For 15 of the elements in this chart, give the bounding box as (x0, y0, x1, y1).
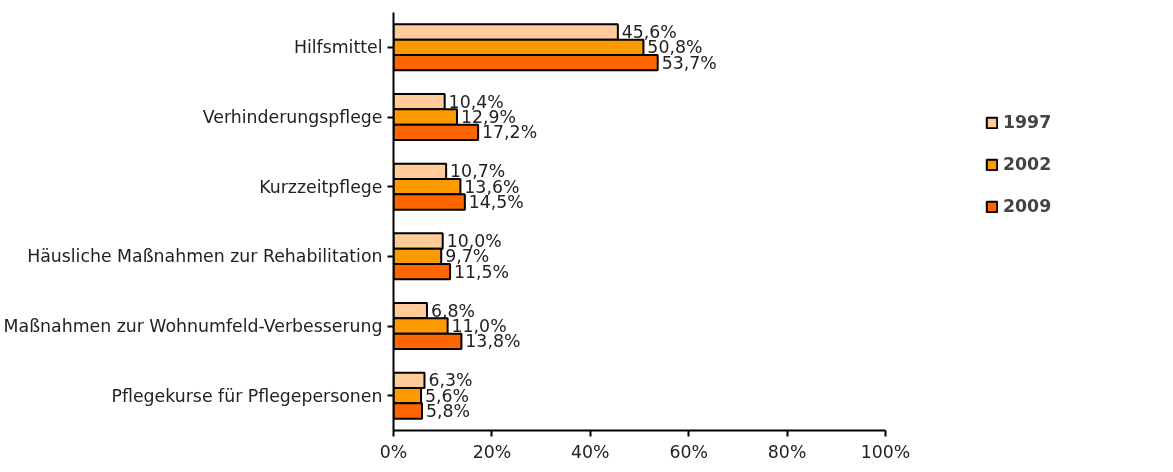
x-tick-label: 60% (669, 441, 708, 462)
y-tick-label: Kurzzeitpflege (259, 176, 383, 197)
legend-label: 2009 (1003, 196, 1052, 216)
y-tick-label: Pflegekurse für Pflegepersonen (111, 385, 383, 406)
y-tick-label: Hilfsmittel (293, 37, 383, 58)
x-tick-label: 100% (860, 441, 911, 462)
x-tick-label: 80% (767, 441, 807, 462)
x-tick-label: 0% (379, 441, 408, 462)
legend-label: 2002 (1003, 154, 1052, 174)
y-tick-label: Verhinderungspflege (202, 107, 383, 127)
x-tick-label: 20% (472, 441, 512, 462)
y-tick-label: Maßnahmen zur Wohnumfeld-Verbesserung (3, 316, 383, 336)
y-tick-label: Häusliche Maßnahmen zur Rehabilitation (27, 246, 383, 267)
x-tick-label: 40% (571, 441, 610, 462)
legend-label: 1997 (1003, 112, 1052, 132)
